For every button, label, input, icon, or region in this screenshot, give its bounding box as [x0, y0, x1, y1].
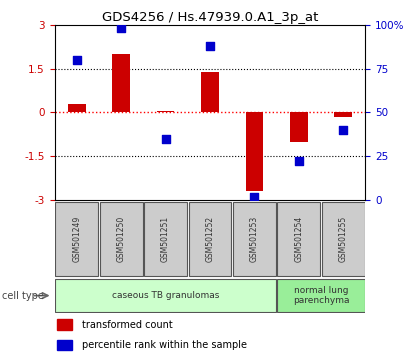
- Bar: [55, 279, 276, 312]
- Point: [207, 43, 213, 48]
- Text: GSM501252: GSM501252: [205, 216, 215, 262]
- Text: percentile rank within the sample: percentile rank within the sample: [82, 340, 247, 350]
- Text: caseous TB granulomas: caseous TB granulomas: [112, 291, 219, 300]
- Bar: [57, 319, 73, 330]
- Bar: [278, 279, 365, 312]
- Bar: [233, 201, 276, 276]
- Bar: [201, 72, 219, 113]
- Text: GSM501251: GSM501251: [161, 216, 170, 262]
- Bar: [189, 201, 231, 276]
- Text: GSM501255: GSM501255: [339, 216, 348, 262]
- Bar: [290, 113, 308, 142]
- Bar: [55, 201, 98, 276]
- Point: [340, 127, 346, 133]
- Text: GSM501249: GSM501249: [72, 216, 81, 262]
- Bar: [144, 201, 187, 276]
- Text: cell type: cell type: [2, 291, 44, 301]
- Point: [118, 25, 125, 31]
- Bar: [112, 54, 130, 113]
- Text: GSM501254: GSM501254: [294, 216, 303, 262]
- Bar: [334, 113, 352, 117]
- Bar: [57, 340, 73, 350]
- Bar: [278, 201, 320, 276]
- Bar: [68, 104, 86, 113]
- Point: [162, 136, 169, 142]
- Text: GDS4256 / Hs.47939.0.A1_3p_at: GDS4256 / Hs.47939.0.A1_3p_at: [102, 11, 318, 24]
- Text: GSM501253: GSM501253: [250, 216, 259, 262]
- Point: [251, 194, 258, 199]
- Bar: [246, 113, 263, 191]
- Bar: [100, 201, 142, 276]
- Point: [74, 57, 80, 63]
- Bar: [157, 111, 174, 113]
- Point: [295, 159, 302, 164]
- Text: transformed count: transformed count: [82, 320, 173, 330]
- Text: GSM501250: GSM501250: [117, 216, 126, 262]
- Text: normal lung
parenchyma: normal lung parenchyma: [293, 286, 349, 305]
- Bar: [322, 201, 365, 276]
